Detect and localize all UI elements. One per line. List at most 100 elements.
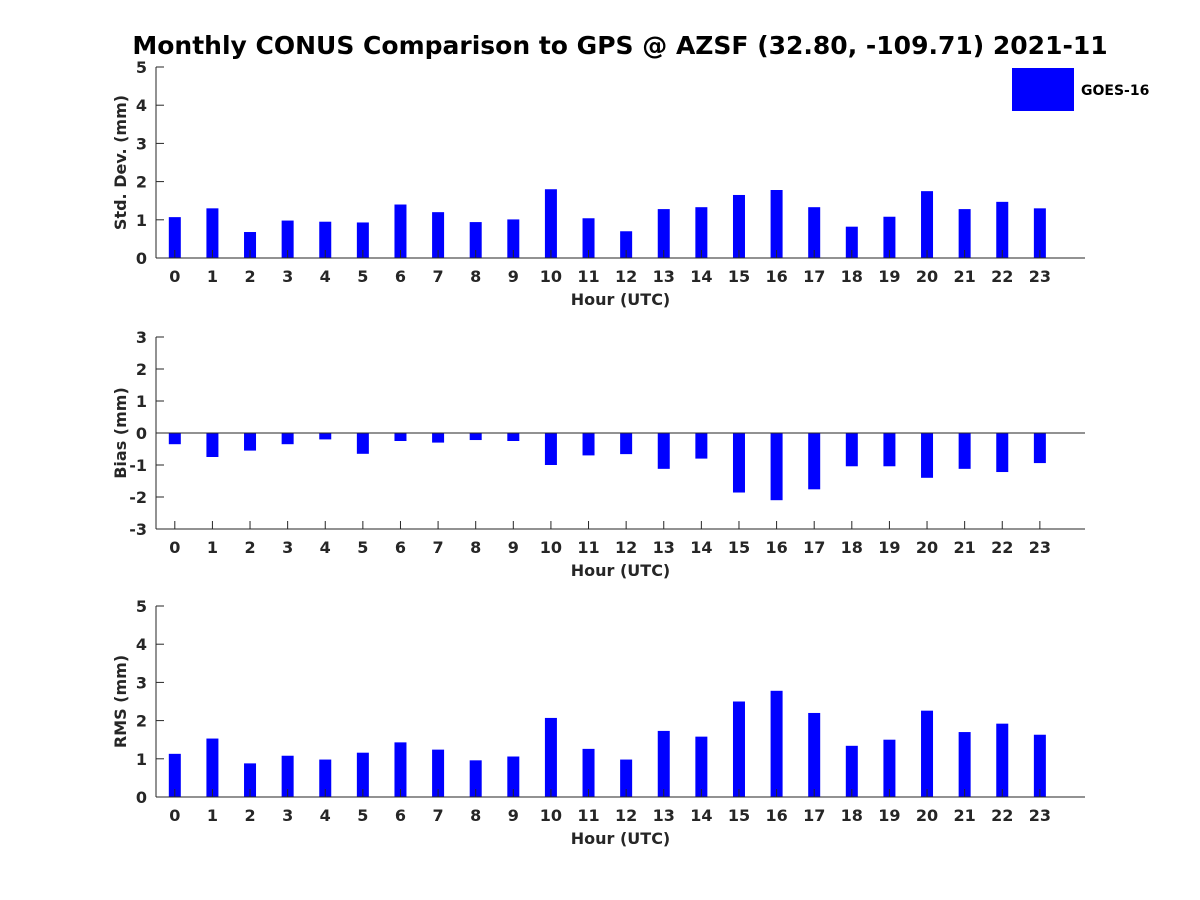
bar-panel1-hour-5 <box>356 433 369 454</box>
bar-panel1-hour-9 <box>507 433 520 441</box>
x-tick-label-panel1: 20 <box>916 538 938 557</box>
x-tick-label-panel0: 19 <box>878 267 900 286</box>
bar-panel2-hour-23 <box>1033 734 1046 797</box>
y-tick-label-panel2: 2 <box>136 712 147 731</box>
bar-panel2-hour-14 <box>695 736 708 797</box>
bar-panel0-hour-1 <box>206 208 219 258</box>
y-tick-label-panel2: 0 <box>136 788 147 807</box>
legend-label-goes-16: GOES-16 <box>1081 83 1149 99</box>
bar-panel1-hour-8 <box>469 433 482 441</box>
x-tick-label-panel2: 2 <box>244 806 255 825</box>
x-tick-label-panel0: 20 <box>916 267 938 286</box>
x-tick-label-panel1: 8 <box>470 538 481 557</box>
bar-panel1-hour-17 <box>808 433 821 490</box>
x-tick-label-panel0: 22 <box>991 267 1013 286</box>
bar-panel2-hour-20 <box>921 710 934 797</box>
bar-panel2-hour-16 <box>770 690 783 797</box>
bar-panel0-hour-0 <box>168 217 181 258</box>
bar-panel0-hour-7 <box>432 212 445 258</box>
x-tick-label-panel0: 14 <box>690 267 712 286</box>
bar-panel1-hour-19 <box>883 433 896 467</box>
x-tick-label-panel0: 17 <box>803 267 825 286</box>
bar-panel2-hour-6 <box>394 742 407 797</box>
bar-panel2-hour-12 <box>620 759 633 797</box>
bar-panel1-hour-1 <box>206 433 219 457</box>
x-tick-label-panel2: 8 <box>470 806 481 825</box>
bar-panel0-hour-17 <box>808 207 821 258</box>
bar-panel0-hour-12 <box>620 231 633 258</box>
y-tick-label-panel0: 4 <box>136 96 147 115</box>
x-tick-label-panel0: 9 <box>508 267 519 286</box>
y-tick-label-panel2: 5 <box>136 597 147 616</box>
y-tick-label-panel1: 3 <box>136 328 147 347</box>
bar-panel1-hour-3 <box>281 433 294 445</box>
x-tick-label-panel2: 5 <box>357 806 368 825</box>
x-tick-label-panel1: 12 <box>615 538 637 557</box>
x-tick-label-panel0: 11 <box>577 267 599 286</box>
chart-legend: GOES-16 <box>1012 68 1149 111</box>
bar-panel0-hour-16 <box>770 190 783 258</box>
x-axis-label-panel0: Hour (UTC) <box>571 290 671 309</box>
x-tick-label-panel2: 1 <box>207 806 218 825</box>
bar-panel2-hour-3 <box>281 755 294 797</box>
bar-panel1-hour-22 <box>996 433 1009 473</box>
bar-panel2-hour-2 <box>244 763 257 797</box>
bar-panel2-hour-21 <box>958 732 971 797</box>
x-tick-label-panel1: 7 <box>433 538 444 557</box>
x-tick-label-panel1: 13 <box>653 538 675 557</box>
bar-panel1-hour-23 <box>1033 433 1046 464</box>
x-tick-label-panel2: 4 <box>320 806 331 825</box>
x-tick-label-panel1: 9 <box>508 538 519 557</box>
bar-panel1-hour-15 <box>732 433 745 493</box>
x-tick-label-panel0: 5 <box>357 267 368 286</box>
x-tick-label-panel1: 17 <box>803 538 825 557</box>
x-tick-label-panel2: 11 <box>577 806 599 825</box>
y-tick-label-panel1: -2 <box>129 488 147 507</box>
bar-panel1-hour-0 <box>168 433 181 445</box>
bar-panel0-hour-4 <box>319 221 332 258</box>
x-tick-label-panel1: 18 <box>841 538 863 557</box>
x-tick-label-panel2: 17 <box>803 806 825 825</box>
x-tick-label-panel2: 16 <box>765 806 787 825</box>
bar-panel1-hour-11 <box>582 433 595 456</box>
bar-panel2-hour-0 <box>168 753 181 797</box>
x-tick-label-panel2: 3 <box>282 806 293 825</box>
bar-panel1-hour-13 <box>657 433 670 469</box>
bar-panel1-hour-14 <box>695 433 708 459</box>
x-tick-label-panel1: 22 <box>991 538 1013 557</box>
x-tick-label-panel0: 8 <box>470 267 481 286</box>
legend-swatch-goes-16 <box>1012 68 1074 111</box>
x-tick-label-panel1: 3 <box>282 538 293 557</box>
x-tick-label-panel0: 4 <box>320 267 331 286</box>
x-tick-label-panel2: 12 <box>615 806 637 825</box>
x-tick-label-panel1: 6 <box>395 538 406 557</box>
bar-panel1-hour-6 <box>394 433 407 441</box>
bar-panel0-hour-8 <box>469 222 482 258</box>
bar-panel2-hour-1 <box>206 738 219 797</box>
bar-panel2-hour-13 <box>657 730 670 797</box>
x-tick-label-panel0: 1 <box>207 267 218 286</box>
x-tick-label-panel0: 15 <box>728 267 750 286</box>
bar-panel0-hour-2 <box>244 232 257 258</box>
bar-panel2-hour-5 <box>356 752 369 797</box>
x-tick-label-panel1: 5 <box>357 538 368 557</box>
chart-title: Monthly CONUS Comparison to GPS @ AZSF (… <box>132 31 1107 60</box>
x-tick-label-panel1: 2 <box>244 538 255 557</box>
bar-panel0-hour-19 <box>883 216 896 258</box>
x-tick-label-panel2: 6 <box>395 806 406 825</box>
bar-panel0-hour-9 <box>507 219 520 258</box>
y-tick-label-panel1: 2 <box>136 360 147 379</box>
bar-panel2-hour-11 <box>582 748 595 797</box>
x-tick-label-panel1: 19 <box>878 538 900 557</box>
x-tick-label-panel1: 11 <box>577 538 599 557</box>
bar-panel1-hour-2 <box>244 433 257 451</box>
y-axis-label-panel1: Bias (mm) <box>111 387 130 479</box>
y-tick-label-panel1: -1 <box>129 456 147 475</box>
bar-panel2-hour-19 <box>883 739 896 797</box>
x-tick-label-panel2: 13 <box>653 806 675 825</box>
